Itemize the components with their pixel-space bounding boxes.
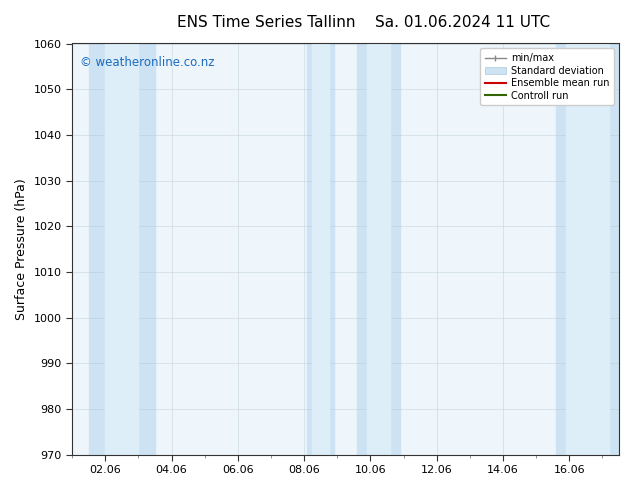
Text: © weatheronline.co.nz: © weatheronline.co.nz xyxy=(81,56,215,69)
Bar xyxy=(313,44,329,455)
Bar xyxy=(89,44,155,455)
Bar xyxy=(357,44,400,455)
Bar xyxy=(566,44,609,455)
Bar xyxy=(367,44,391,455)
Text: ENS Time Series Tallinn: ENS Time Series Tallinn xyxy=(177,15,356,30)
Bar xyxy=(307,44,334,455)
Text: Sa. 01.06.2024 11 UTC: Sa. 01.06.2024 11 UTC xyxy=(375,15,550,30)
Y-axis label: Surface Pressure (hPa): Surface Pressure (hPa) xyxy=(15,178,28,320)
Legend: min/max, Standard deviation, Ensemble mean run, Controll run: min/max, Standard deviation, Ensemble me… xyxy=(480,49,614,105)
Bar xyxy=(556,44,619,455)
Bar xyxy=(105,44,138,455)
